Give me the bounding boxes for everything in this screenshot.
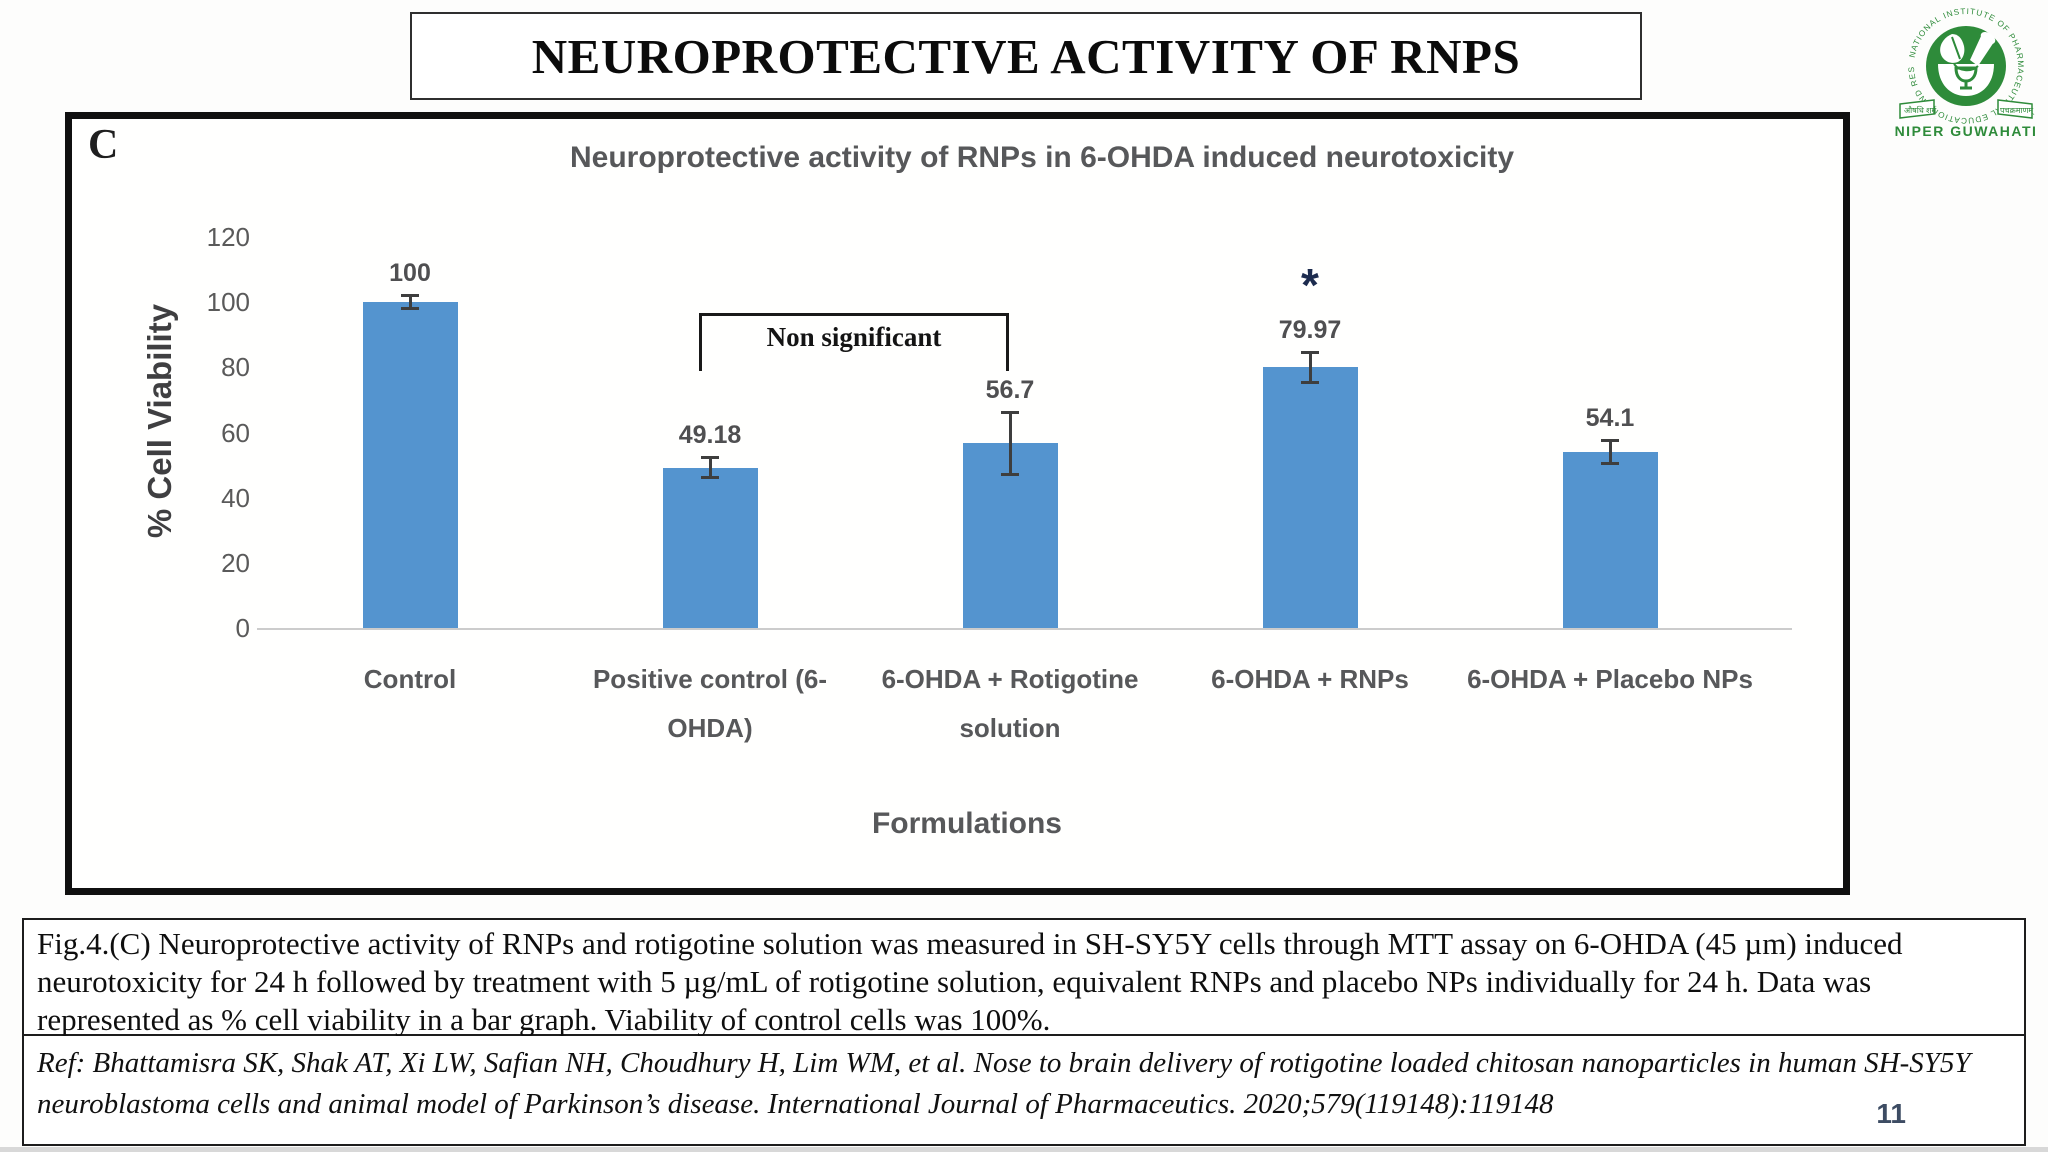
figure-panel: C Neuroprotective activity of RNPs in 6-… <box>65 112 1850 895</box>
x-tick-label: Control <box>363 664 457 694</box>
y-tick-label: 20 <box>221 547 250 578</box>
svg-text:औषधि शर्म: औषधि शर्म <box>1904 105 1937 115</box>
page-number: 11 <box>1876 1098 1906 1129</box>
bar-value-label: 79.97 <box>1278 316 1342 345</box>
x-tick-label: Positive control (6- OHDA) <box>592 664 828 743</box>
error-bar <box>408 294 412 311</box>
bracket-label: Non significant <box>766 322 942 352</box>
error-bar <box>1008 410 1012 476</box>
error-bar-cap-bottom <box>1601 461 1619 465</box>
slide-title-box: NEUROPROTECTIVE ACTIVITY OF RNPS <box>410 12 1642 100</box>
x-tick-label: 6-OHDA + RNPs <box>1211 664 1409 694</box>
error-bar-cap-bottom <box>401 307 419 311</box>
logo-caption: NIPER GUWAHATI <box>1895 123 2038 139</box>
x-axis-title: Formulations <box>871 807 1062 840</box>
error-bar-cap-top <box>1601 438 1619 442</box>
y-tick-label: 120 <box>206 222 250 252</box>
slide-title: NEUROPROTECTIVE ACTIVITY OF RNPS <box>531 28 1521 84</box>
significance-star: * <box>1301 259 1319 312</box>
error-bar <box>708 456 712 480</box>
y-tick-label: 60 <box>221 417 250 448</box>
reference-box: Ref: Bhattamisra SK, Shak AT, Xi LW, Saf… <box>22 1036 2026 1146</box>
error-bar-cap-bottom <box>1301 380 1319 384</box>
data-bar <box>362 302 458 628</box>
non-significant-bracket: Non significant <box>699 313 1009 371</box>
bar-value-label: 100 <box>389 259 431 288</box>
error-bar-cap-bottom <box>701 476 719 480</box>
bar-value-label: 56.7 <box>985 375 1035 404</box>
x-tick-label: 6-OHDA + Rotigotine solution <box>881 664 1139 743</box>
error-bar <box>1308 351 1312 384</box>
panel-letter: C <box>88 122 119 168</box>
y-tick-label: 80 <box>221 352 250 383</box>
y-tick-label: 0 <box>235 613 250 643</box>
error-bar-cap-bottom <box>1001 472 1019 476</box>
x-axis-line <box>257 628 1792 630</box>
institute-seal-icon: NATIONAL INSTITUTE OF PHARMACEUTICAL EDU… <box>1887 0 2038 139</box>
slide-bottom-edge <box>0 1147 2048 1152</box>
niper-guwahati-logo: NATIONAL INSTITUTE OF PHARMACEUTICAL EDU… <box>1887 0 2042 156</box>
x-tick-label: 6-OHDA + Placebo NPs <box>1467 664 1753 694</box>
data-bar <box>1262 367 1358 628</box>
data-bar <box>1562 451 1658 628</box>
error-bar <box>1608 438 1612 465</box>
data-bar <box>662 467 758 628</box>
bar-value-label: 54.1 <box>1585 403 1635 432</box>
error-bar-cap-top <box>1001 410 1019 414</box>
error-bar-cap-top <box>1301 351 1319 355</box>
error-bar-cap-top <box>701 456 719 460</box>
svg-text:पचक्रमाणम्: पचक्रमाणम् <box>2000 106 2035 116</box>
figure-caption: Fig.4.(C) Neuroprotective activity of RN… <box>22 918 2026 1037</box>
y-tick-label: 40 <box>221 482 250 513</box>
bar-value-label: 49.18 <box>678 421 742 450</box>
y-axis-title: % Cell Viability <box>141 303 178 539</box>
error-bar-cap-top <box>401 294 419 298</box>
y-tick-label: 100 <box>206 287 250 318</box>
chart-title: Neuroprotective activity of RNPs in 6-OH… <box>569 141 1515 174</box>
reference-text: Ref: Bhattamisra SK, Shak AT, Xi LW, Saf… <box>37 1047 1971 1120</box>
